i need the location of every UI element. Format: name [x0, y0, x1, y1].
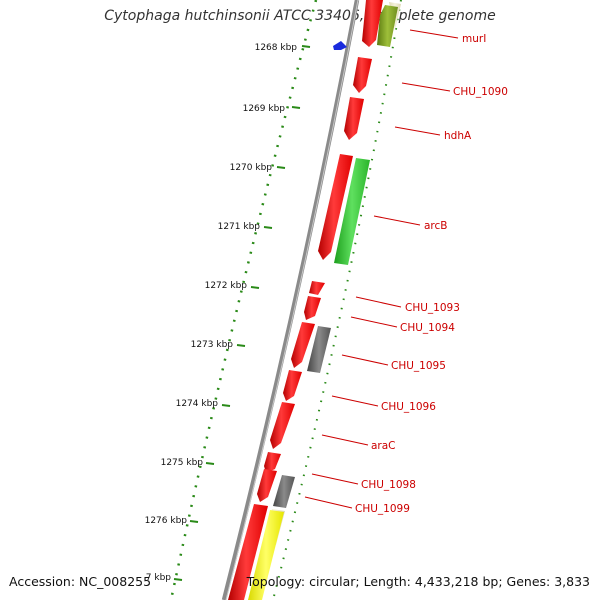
gene-label-chu1090[interactable]: CHU_1090: [453, 86, 508, 98]
gene-label-arac[interactable]: araC: [371, 440, 396, 452]
scale-label: 1268 kbp: [255, 43, 298, 53]
leader-line: [355, 296, 402, 308]
gene-arrow[interactable]: [318, 154, 353, 260]
gene-label-chu1099[interactable]: CHU_1099: [355, 503, 410, 515]
scale-label: 1274 kbp: [176, 399, 219, 409]
gene-arrow[interactable]: [334, 158, 370, 265]
leader-line: [321, 434, 369, 446]
gene-arrow[interactable]: [273, 475, 295, 508]
gene-arrow[interactable]: [344, 97, 364, 140]
scale-tick-1277: [173, 578, 183, 581]
leader-line: [311, 473, 359, 485]
gene-label-chu1098[interactable]: CHU_1098: [361, 479, 416, 491]
gene-arrow[interactable]: [248, 510, 284, 600]
accession-text: Accession: NC_008255: [9, 574, 152, 589]
leader-line: [350, 316, 398, 328]
leader-line: [341, 354, 389, 366]
scale-tick-1274: [221, 404, 231, 407]
gene-arrow[interactable]: [309, 281, 325, 295]
scale-label: 1270 kbp: [230, 163, 273, 173]
gene-arrow[interactable]: [307, 326, 331, 373]
scale-tick-1272: [250, 286, 260, 289]
gene-arrow[interactable]: [377, 5, 398, 47]
scale-tick-1276: [189, 520, 199, 523]
scale-label: 1269 kbp: [243, 104, 286, 114]
scale-label: 7 kbp: [146, 573, 172, 583]
feature-ring: [272, 0, 402, 600]
scale-tick-1275: [205, 462, 215, 465]
gene-arrow[interactable]: [353, 57, 372, 93]
leader-line: [304, 496, 353, 509]
gene-label-hdha[interactable]: hdhA: [444, 130, 472, 142]
gene-label-muri[interactable]: murI: [462, 33, 486, 45]
scale-label: 1271 kbp: [218, 222, 261, 232]
gene-arrow[interactable]: [362, 0, 383, 47]
scale-label: 1275 kbp: [161, 458, 204, 468]
gene-label-chu1096[interactable]: CHU_1096: [381, 401, 436, 413]
gene-label-chu1095[interactable]: CHU_1095: [391, 360, 446, 372]
gene-arrow[interactable]: [257, 469, 277, 502]
scale-tick-1273: [236, 344, 246, 347]
scale-ticks: [173, 45, 311, 581]
label-leaders: [304, 29, 459, 509]
leader-line: [409, 29, 459, 39]
gene-label-arcb[interactable]: arcB: [424, 220, 448, 232]
leader-line: [373, 215, 421, 226]
gene-labels: murI CHU_1090 hdhA arcB CHU_1093 CHU_109…: [355, 33, 508, 515]
position-marker-icon[interactable]: [333, 41, 347, 50]
scale-label: 1273 kbp: [191, 340, 234, 350]
reverse-genes: [248, 2, 401, 600]
scale-tick-1270: [276, 166, 286, 169]
gene-arrow[interactable]: [291, 322, 315, 368]
scale-tick-1271: [263, 226, 273, 229]
gene-arrow[interactable]: [270, 402, 295, 449]
genome-backbone-highlight: [225, 0, 359, 600]
gene-label-chu1093[interactable]: CHU_1093: [405, 302, 460, 314]
forward-genes: [228, 0, 383, 600]
genome-summary-text: Topology: circular; Length: 4,433,218 bp…: [246, 574, 590, 589]
gene-arrow[interactable]: [283, 370, 302, 401]
gene-arrow[interactable]: [264, 452, 281, 473]
leader-line: [401, 82, 451, 92]
genome-backbone: [221, 0, 360, 600]
gene-arrow[interactable]: [304, 296, 321, 320]
scale-tick-1268: [301, 45, 311, 48]
leader-line: [331, 395, 379, 407]
leader-line: [394, 126, 441, 136]
gene-label-chu1094[interactable]: CHU_1094: [400, 322, 455, 334]
scale-label: 1276 kbp: [145, 516, 188, 526]
scale-labels: 1268 kbp 1269 kbp 1270 kbp 1271 kbp 1272…: [145, 43, 298, 583]
scale-label: 1272 kbp: [205, 281, 248, 291]
scale-ring: [169, 0, 318, 600]
gene-arrow[interactable]: [228, 504, 268, 600]
scale-tick-1269: [291, 106, 301, 109]
